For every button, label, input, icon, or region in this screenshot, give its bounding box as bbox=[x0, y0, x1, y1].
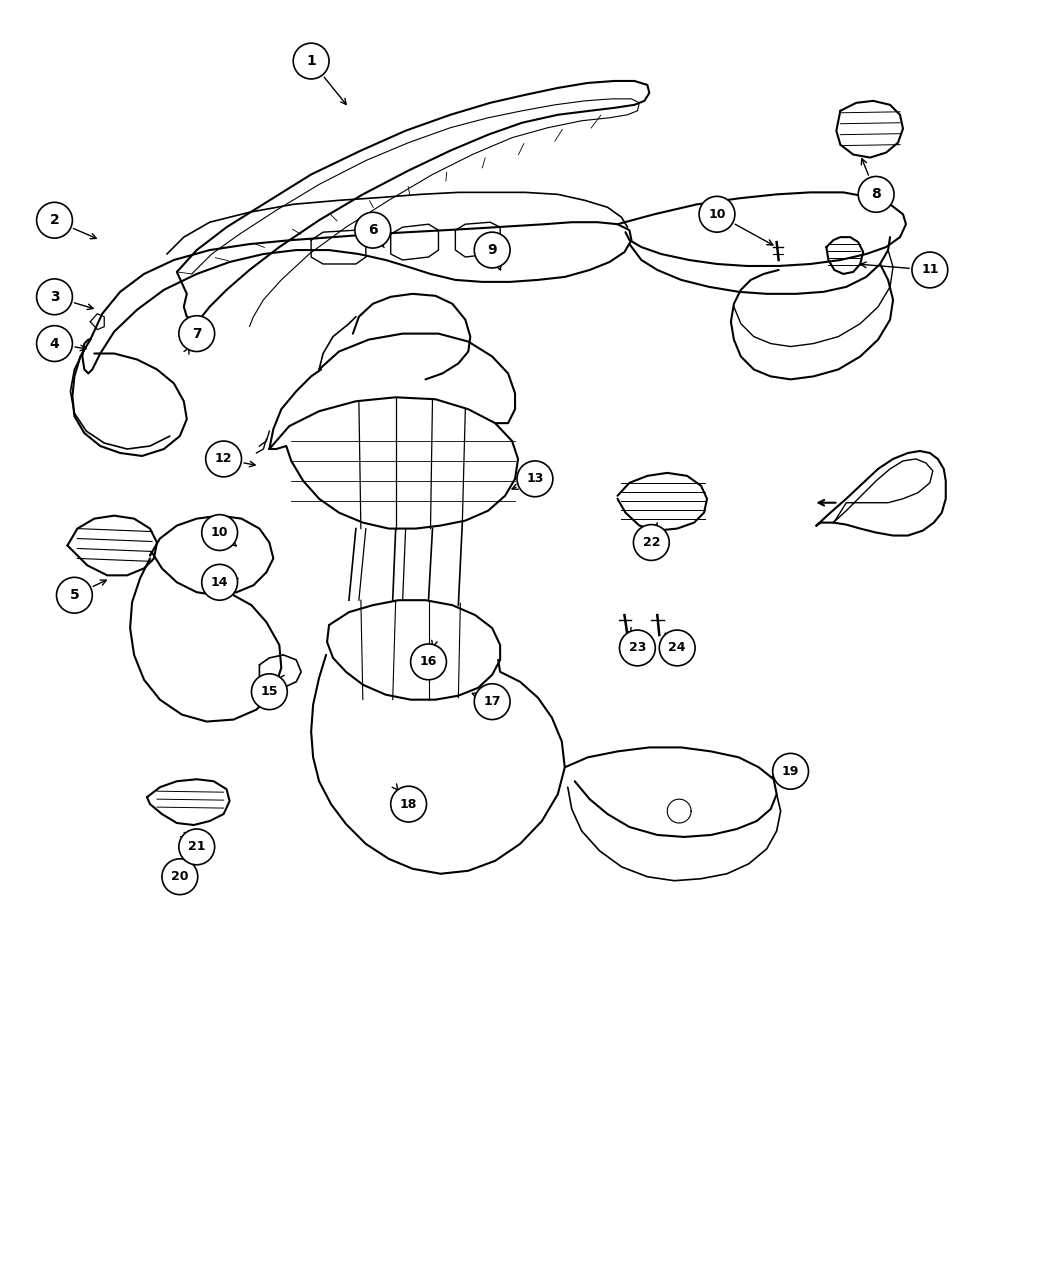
Text: 6: 6 bbox=[368, 223, 378, 237]
Circle shape bbox=[251, 673, 288, 710]
Text: 2: 2 bbox=[49, 213, 60, 227]
Circle shape bbox=[178, 316, 214, 352]
Circle shape bbox=[773, 754, 808, 789]
Text: 24: 24 bbox=[669, 641, 686, 654]
Text: 4: 4 bbox=[49, 337, 60, 351]
Circle shape bbox=[57, 578, 92, 613]
Text: 1: 1 bbox=[307, 54, 316, 68]
Circle shape bbox=[37, 325, 72, 362]
Text: 21: 21 bbox=[188, 840, 206, 853]
Circle shape bbox=[206, 441, 242, 477]
Text: 18: 18 bbox=[400, 798, 417, 811]
Text: 12: 12 bbox=[215, 453, 232, 465]
Circle shape bbox=[699, 196, 735, 232]
Text: 22: 22 bbox=[643, 536, 660, 550]
Circle shape bbox=[475, 232, 510, 268]
Circle shape bbox=[411, 644, 446, 680]
Circle shape bbox=[912, 252, 948, 288]
Circle shape bbox=[37, 203, 72, 238]
Text: 17: 17 bbox=[483, 695, 501, 708]
Text: 3: 3 bbox=[49, 289, 59, 303]
Circle shape bbox=[202, 565, 237, 601]
Circle shape bbox=[475, 683, 510, 719]
Text: 8: 8 bbox=[872, 187, 881, 201]
Text: 11: 11 bbox=[921, 264, 939, 277]
Text: 9: 9 bbox=[487, 244, 497, 258]
Text: 23: 23 bbox=[629, 641, 646, 654]
Text: 20: 20 bbox=[171, 871, 189, 884]
Text: 7: 7 bbox=[192, 326, 202, 340]
Circle shape bbox=[633, 524, 669, 561]
Text: 10: 10 bbox=[709, 208, 726, 221]
Text: 10: 10 bbox=[211, 527, 228, 539]
Circle shape bbox=[162, 859, 197, 895]
Circle shape bbox=[517, 462, 553, 497]
Text: 5: 5 bbox=[69, 588, 79, 602]
Circle shape bbox=[391, 787, 426, 822]
Text: 19: 19 bbox=[782, 765, 799, 778]
Text: 16: 16 bbox=[420, 655, 437, 668]
Text: 14: 14 bbox=[211, 576, 228, 589]
Text: 13: 13 bbox=[526, 472, 544, 486]
Circle shape bbox=[178, 829, 214, 864]
Circle shape bbox=[355, 212, 391, 249]
Text: 15: 15 bbox=[260, 685, 278, 699]
Circle shape bbox=[659, 630, 695, 666]
Circle shape bbox=[293, 43, 329, 79]
Circle shape bbox=[858, 176, 894, 212]
Circle shape bbox=[37, 279, 72, 315]
Circle shape bbox=[202, 515, 237, 551]
Circle shape bbox=[620, 630, 655, 666]
